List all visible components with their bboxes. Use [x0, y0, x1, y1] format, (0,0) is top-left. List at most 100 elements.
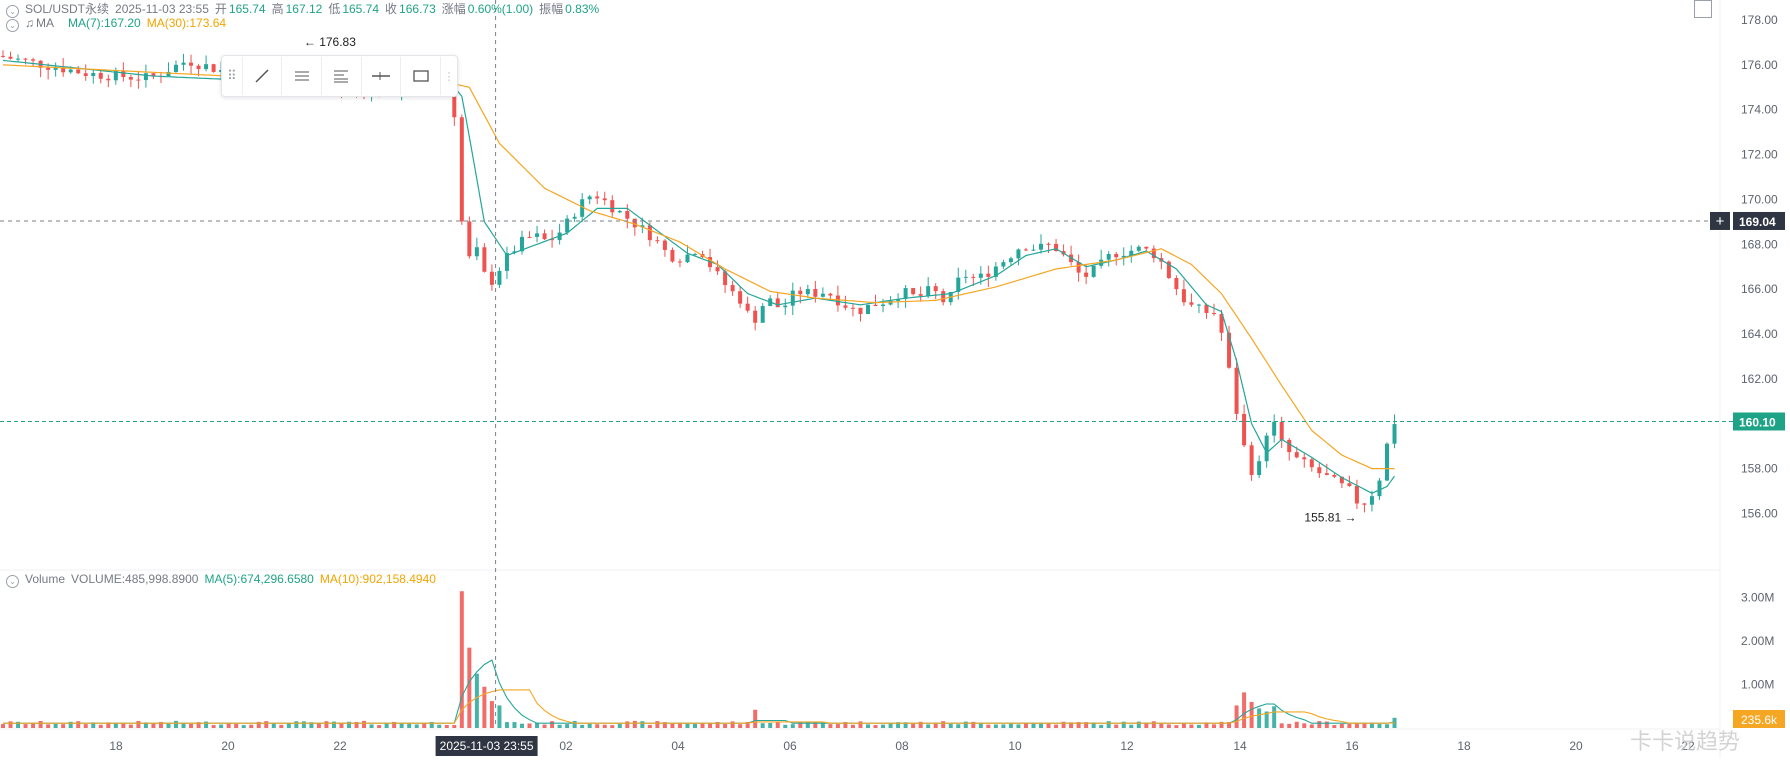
- volume-bar: [392, 721, 397, 728]
- volume-tick-label: 2.00M: [1741, 634, 1774, 648]
- volume-bar: [1189, 724, 1194, 728]
- candle: [1264, 432, 1269, 468]
- candle: [738, 286, 743, 308]
- volume-bar: [1392, 717, 1397, 728]
- volume-bar: [918, 721, 923, 728]
- volume-bar: [309, 722, 314, 728]
- crosshair-time-box: [435, 736, 538, 756]
- volume-bar: [881, 724, 886, 728]
- volume-bar: [474, 673, 479, 728]
- chevron-down-icon[interactable]: ⌄: [6, 19, 19, 32]
- time-tick-label: 16: [1345, 739, 1359, 753]
- volume-bar: [1287, 723, 1292, 728]
- volume-bar: [316, 723, 321, 728]
- chevron-down-icon[interactable]: ⌄: [6, 5, 19, 18]
- volume-value: VOLUME:485,998.8900: [71, 572, 199, 586]
- candle: [1121, 247, 1126, 266]
- volume-bar: [422, 722, 427, 728]
- volume-bar: [1106, 721, 1111, 728]
- chevron-down-icon[interactable]: ⌄: [6, 575, 19, 588]
- candle: [46, 63, 51, 80]
- candle: [1189, 293, 1194, 307]
- volume-bar: [1385, 724, 1389, 728]
- volume-bar: [1294, 721, 1299, 728]
- drag-handle-icon[interactable]: ⠿: [222, 57, 243, 95]
- multi-lines-icon[interactable]: [322, 57, 362, 95]
- volume-bar: [978, 722, 983, 728]
- last-volume-label: 235.6k: [1741, 713, 1778, 727]
- volume-bar: [31, 723, 36, 728]
- candle: [1076, 254, 1081, 282]
- rectangle-icon[interactable]: [401, 57, 442, 95]
- price-tick-label: 178.00: [1741, 13, 1778, 27]
- candle: [181, 53, 186, 71]
- crosshair-price-box: [1733, 211, 1785, 230]
- volume-bar: [1354, 723, 1359, 728]
- candle: [850, 303, 855, 317]
- volume-bar: [655, 721, 660, 728]
- volume-bar: [610, 725, 615, 728]
- price-tick-label: 176.00: [1741, 58, 1778, 72]
- candle: [595, 191, 600, 205]
- volume-bar: [662, 722, 667, 728]
- toolbar-more-icon[interactable]: ⋮: [443, 70, 455, 83]
- volume-bar: [828, 724, 833, 728]
- volume-bar: [226, 723, 231, 728]
- parallel-lines-icon[interactable]: [282, 57, 323, 95]
- volume-bar: [768, 722, 773, 728]
- volume-bar: [677, 722, 682, 728]
- ma7-value: MA(7):167.20: [68, 16, 141, 30]
- candle: [535, 225, 540, 243]
- time-tick-label: 04: [671, 739, 685, 753]
- volume-tick-label: 3.00M: [1741, 591, 1774, 605]
- trend-line-icon[interactable]: [243, 57, 283, 95]
- volume-bar: [1279, 723, 1284, 728]
- candle: [1317, 463, 1322, 478]
- time-tick-label: 12: [1120, 739, 1134, 753]
- volume-bar: [1204, 722, 1209, 728]
- candle: [941, 288, 946, 306]
- candle: [1136, 245, 1141, 253]
- candle: [1354, 479, 1359, 509]
- candle: [768, 295, 773, 307]
- volume-bar: [926, 724, 931, 728]
- candle: [482, 243, 487, 273]
- volume-bar: [1114, 724, 1119, 728]
- low-marker: 155.81 →: [1304, 511, 1356, 525]
- volume-bar: [1054, 724, 1059, 728]
- volume-bar: [693, 723, 697, 728]
- candle: [1129, 245, 1134, 263]
- volume-bar: [429, 721, 434, 728]
- volume-bar: [362, 720, 367, 728]
- candle: [1227, 325, 1232, 369]
- expand-icon[interactable]: [1694, 0, 1712, 18]
- volume-bar: [617, 723, 622, 728]
- volume-bar: [550, 721, 555, 728]
- time-tick-label: 06: [783, 739, 797, 753]
- candle: [835, 285, 840, 312]
- volume-bar: [632, 720, 637, 728]
- volume-bar: [1369, 722, 1374, 728]
- volume-bar: [542, 724, 547, 728]
- volume-bar: [482, 686, 487, 728]
- volume-ma5-value: MA(5):674,296.6580: [204, 572, 314, 586]
- volume-bar: [1151, 721, 1156, 728]
- candle: [896, 293, 901, 309]
- alarm-bell-icon[interactable]: ♫: [25, 16, 34, 30]
- volume-bar: [1324, 721, 1329, 728]
- volume-bar: [753, 709, 758, 728]
- last-price-label: 160.10: [1739, 415, 1776, 429]
- candle: [166, 62, 171, 77]
- candle: [467, 216, 472, 259]
- candle: [1219, 309, 1224, 341]
- candle: [813, 280, 818, 303]
- symbol-label: SOL/USDT永续: [25, 2, 110, 16]
- price-tick-label: 158.00: [1741, 462, 1778, 476]
- candle: [1287, 438, 1292, 461]
- volume-bar: [8, 721, 13, 728]
- candle: [1099, 249, 1104, 269]
- volume-bar: [294, 721, 299, 728]
- horizontal-ray-icon[interactable]: [362, 57, 402, 95]
- volume-bar: [136, 720, 141, 728]
